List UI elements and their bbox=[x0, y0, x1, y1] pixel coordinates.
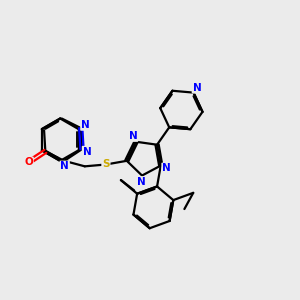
Text: N: N bbox=[82, 147, 91, 157]
Text: O: O bbox=[24, 158, 33, 167]
Text: N: N bbox=[81, 120, 90, 130]
Text: S: S bbox=[102, 160, 110, 170]
Text: N: N bbox=[60, 161, 69, 171]
Text: N: N bbox=[162, 164, 171, 173]
Text: N: N bbox=[137, 177, 146, 187]
Text: N: N bbox=[129, 131, 137, 141]
Text: N: N bbox=[193, 83, 201, 93]
